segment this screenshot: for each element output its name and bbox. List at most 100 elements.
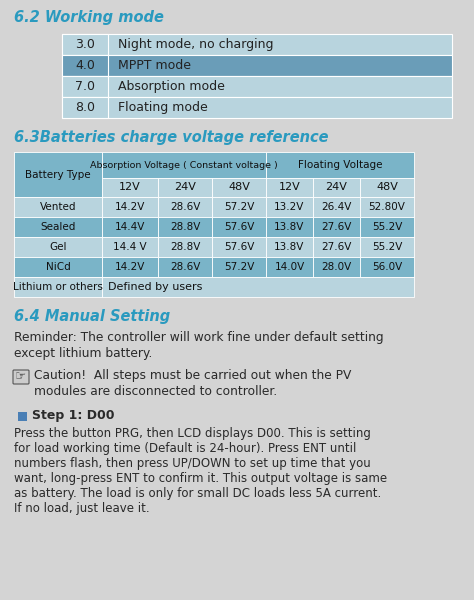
Text: 55.2V: 55.2V [372,242,402,252]
Text: 28.8V: 28.8V [170,222,200,232]
Text: 56.0V: 56.0V [372,262,402,272]
Text: Floating Voltage: Floating Voltage [298,160,382,170]
Text: 27.6V: 27.6V [321,222,352,232]
Bar [313,217,360,237]
Text: 28.0V: 28.0V [321,262,352,272]
Bar [102,197,158,217]
Bar [62,55,452,76]
Bar [360,178,414,197]
Bar [212,197,266,217]
Text: 6.3Batteries charge voltage reference: 6.3Batteries charge voltage reference [14,130,328,145]
Text: Battery Type: Battery Type [25,169,91,179]
Bar [158,257,212,277]
Bar [212,237,266,257]
Text: 55.2V: 55.2V [372,222,402,232]
Text: 8.0: 8.0 [75,101,95,114]
Text: Vented: Vented [40,202,76,212]
Text: 14.4V: 14.4V [115,222,145,232]
Bar [313,178,360,197]
Bar [62,34,452,55]
Bar [102,217,158,237]
Bar [313,257,360,277]
Text: Night mode, no charging: Night mode, no charging [118,38,273,51]
Text: want, long-press ENT to confirm it. This output voltage is same: want, long-press ENT to confirm it. This… [14,472,387,485]
Text: 12V: 12V [279,182,301,193]
Text: 14.2V: 14.2V [115,202,145,212]
Bar [158,178,212,197]
Text: except lithium battery.: except lithium battery. [14,347,152,360]
Bar [266,178,313,197]
Text: Gel: Gel [49,242,67,252]
Bar [14,217,102,237]
Text: 24V: 24V [326,182,347,193]
Text: 7.0: 7.0 [75,80,95,93]
Text: 14.2V: 14.2V [115,262,145,272]
Text: 28.6V: 28.6V [170,202,200,212]
Text: 13.8V: 13.8V [274,222,305,232]
Bar [102,237,158,257]
Bar [212,257,266,277]
Bar [102,152,266,178]
Text: Step 1: D00: Step 1: D00 [32,409,115,422]
Bar [14,237,102,257]
Text: Sealed: Sealed [40,222,76,232]
Text: 57.2V: 57.2V [224,202,254,212]
Text: 24V: 24V [174,182,196,193]
Text: 6.4 Manual Setting: 6.4 Manual Setting [14,309,170,324]
Bar [158,217,212,237]
Text: Absorption Voltage ( Constant voltage ): Absorption Voltage ( Constant voltage ) [90,160,278,169]
Bar [102,277,414,297]
Bar [360,257,414,277]
Text: 28.6V: 28.6V [170,262,200,272]
Bar [18,412,27,421]
Text: Floating mode: Floating mode [118,101,208,114]
Bar [266,217,313,237]
Bar [313,237,360,257]
Text: 57.6V: 57.6V [224,242,254,252]
Text: 57.2V: 57.2V [224,262,254,272]
Text: 48V: 48V [228,182,250,193]
Bar [62,76,452,97]
Bar [313,197,360,217]
Text: 3.0: 3.0 [75,38,95,51]
Bar [158,197,212,217]
Bar [266,152,414,178]
Bar [14,277,102,297]
Bar [102,257,158,277]
Text: modules are disconnected to controller.: modules are disconnected to controller. [34,385,277,398]
Bar [360,197,414,217]
Text: MPPT mode: MPPT mode [118,59,191,72]
Text: as battery. The load is only for small DC loads less 5A current.: as battery. The load is only for small D… [14,487,381,500]
Text: 14.0V: 14.0V [274,262,305,272]
Text: If no load, just leave it.: If no load, just leave it. [14,502,150,515]
Bar [62,76,108,97]
Text: Caution!  All steps must be carried out when the PV: Caution! All steps must be carried out w… [34,369,351,382]
Bar [62,55,108,76]
Bar [14,197,102,217]
Text: 13.8V: 13.8V [274,242,305,252]
Text: 57.6V: 57.6V [224,222,254,232]
Bar [212,178,266,197]
Bar [360,237,414,257]
Text: 28.8V: 28.8V [170,242,200,252]
Text: Lithium or others: Lithium or others [13,282,103,292]
Text: 14.4 V: 14.4 V [113,242,147,252]
FancyBboxPatch shape [13,370,29,384]
Bar [102,178,158,197]
Text: 12V: 12V [119,182,141,193]
Bar [360,217,414,237]
Bar [212,217,266,237]
Text: 26.4V: 26.4V [321,202,352,212]
Text: Absorption mode: Absorption mode [118,80,225,93]
Text: Reminder: The controller will work fine under default setting: Reminder: The controller will work fine … [14,331,383,344]
Bar [158,237,212,257]
Bar [14,257,102,277]
Text: ☞: ☞ [15,370,27,383]
Text: Defined by users: Defined by users [108,282,202,292]
Text: NiCd: NiCd [46,262,70,272]
Bar [266,197,313,217]
Text: Press the button PRG, then LCD displays D00. This is setting: Press the button PRG, then LCD displays … [14,427,371,440]
Text: 4.0: 4.0 [75,59,95,72]
Text: 48V: 48V [376,182,398,193]
Bar [266,237,313,257]
